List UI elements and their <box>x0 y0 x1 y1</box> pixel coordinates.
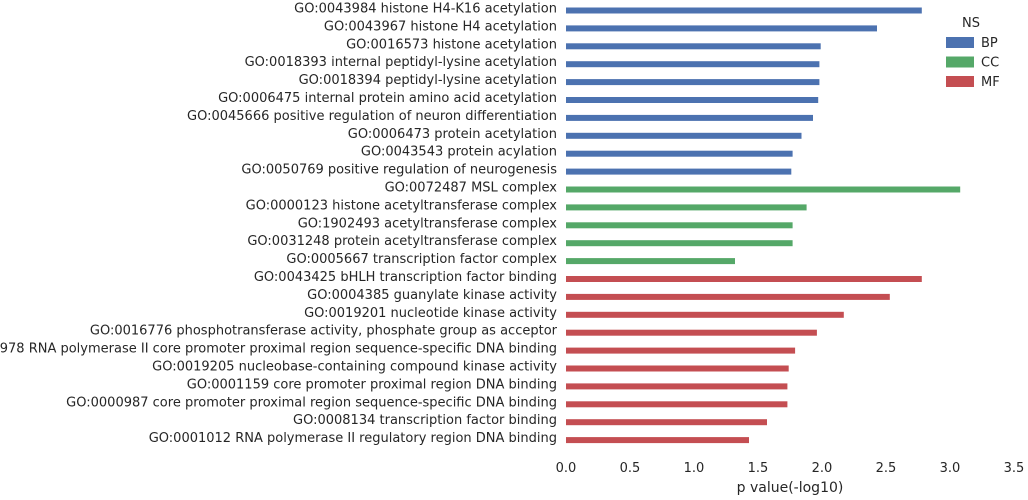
x-axis-ticks: 0.0 0.5 1.0 1.5 2.0 2.5 3.0 3.5 <box>556 461 1025 476</box>
category-label: GO:0019205 nucleobase-containing compoun… <box>152 360 557 375</box>
legend: NS BP CC MF <box>946 16 1000 90</box>
legend-label-mf: MF <box>981 75 1000 90</box>
bar-mf <box>566 401 788 408</box>
category-label: GO:0008134 transcription factor binding <box>293 413 557 428</box>
bar-mf <box>566 347 796 354</box>
bar-bp <box>566 150 793 157</box>
category-label: GO:0043984 histone H4-K16 acetylation <box>294 2 557 17</box>
bar-cc <box>566 204 807 211</box>
bar-bp <box>566 168 792 175</box>
bar-cc <box>566 186 961 193</box>
category-label: GO:0001012 RNA polymerase II regulatory … <box>149 431 557 446</box>
category-label: GO:0001159 core promoter proximal region… <box>187 377 557 392</box>
legend-swatch-cc <box>946 56 974 68</box>
legend-label-bp: BP <box>981 36 998 51</box>
bar-mf <box>566 329 817 336</box>
x-tick-label: 3.5 <box>1004 461 1025 476</box>
bar-bp <box>566 114 813 121</box>
category-label: GO:0016573 histone acetylation <box>346 37 557 52</box>
legend-entries: BP CC MF <box>946 36 1000 90</box>
bar-mf <box>566 311 844 318</box>
bar-bp <box>566 61 820 68</box>
bar-mf <box>566 437 749 444</box>
x-tick-label: 0.0 <box>556 461 577 476</box>
bar-bp <box>566 43 821 50</box>
bar-bp <box>566 132 802 139</box>
bar-mf <box>566 365 789 372</box>
category-label: GO:0019201 nucleotide kinase activity <box>304 306 557 321</box>
category-label: GO:0043425 bHLH transcription factor bin… <box>254 270 557 285</box>
category-label: GO:0045666 positive regulation of neuron… <box>187 109 557 124</box>
bar-bp <box>566 97 819 103</box>
category-label: GO:0043967 histone H4 acetylation <box>324 19 557 34</box>
legend-label-cc: CC <box>981 56 999 71</box>
bar-cc <box>566 258 735 265</box>
bar-cc <box>566 222 793 229</box>
category-label: GO:0031248 protein acetyltransferase com… <box>247 234 557 249</box>
x-tick-label: 1.0 <box>684 461 705 476</box>
category-labels: GO:0043984 histone H4-K16 acetylation GO:… <box>0 2 558 447</box>
bars-group <box>566 7 961 444</box>
bar-mf <box>566 293 890 300</box>
bar-mf <box>566 419 767 426</box>
bar-cc <box>566 240 793 247</box>
category-label: GO:0004385 guanylate kinase activity <box>307 288 557 303</box>
category-label: GO:0018394 peptidyl-lysine acetylation <box>299 73 557 88</box>
legend-title: NS <box>962 16 980 31</box>
category-label: GO:1902493 acetyltransferase complex <box>298 216 558 231</box>
x-tick-label: 1.5 <box>748 461 769 476</box>
category-label: GO:0016776 phosphotransferase activity, … <box>90 324 558 339</box>
x-tick-label: 2.0 <box>812 461 833 476</box>
bar-mf <box>566 276 922 282</box>
x-axis-label: p value(-log10) <box>737 480 844 496</box>
x-tick-label: 2.5 <box>876 461 897 476</box>
x-tick-label: 3.0 <box>940 461 961 476</box>
bar-mf <box>566 383 788 390</box>
category-label: GO:0006473 protein acetylation <box>348 127 557 142</box>
category-label: GO:0050769 positive regulation of neurog… <box>241 163 557 178</box>
bar-bp <box>566 79 820 86</box>
category-label: GO:0000987 core promoter proximal region… <box>66 395 557 410</box>
legend-swatch-bp <box>946 37 974 48</box>
category-label: GO:0043543 protein acylation <box>361 145 557 160</box>
category-label: GO:0000123 histone acetyltransferase com… <box>246 198 558 213</box>
bar-bp <box>566 7 922 14</box>
x-tick-label: 0.5 <box>620 461 641 476</box>
bar-bp <box>566 25 877 32</box>
category-label: GO:0000978 RNA polymerase II core promot… <box>0 342 557 357</box>
legend-swatch-mf <box>946 76 974 87</box>
category-label: GO:0072487 MSL complex <box>385 181 558 196</box>
category-label: GO:0018393 internal peptidyl-lysine acet… <box>245 55 557 70</box>
category-label: GO:0006475 internal protein amino acid a… <box>218 91 557 106</box>
category-label: GO:0005667 transcription factor complex <box>286 252 557 267</box>
